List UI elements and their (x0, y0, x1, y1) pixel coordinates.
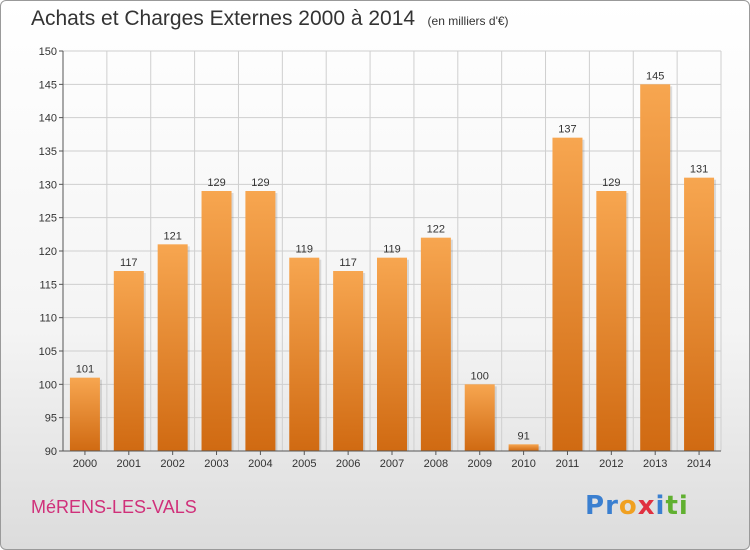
bar (245, 191, 276, 451)
bar (377, 257, 407, 451)
x-tick-label: 2000 (73, 458, 97, 470)
bar (684, 177, 715, 451)
x-tick-label: 2010 (511, 458, 535, 470)
data-label: 145 (646, 70, 664, 82)
x-tick-label: 2013 (643, 458, 667, 470)
x-tick-label: 2009 (467, 458, 491, 470)
x-tick-label: 2003 (204, 458, 228, 470)
bar (420, 237, 451, 451)
commune-name: MéRENS-LES-VALS (31, 497, 197, 517)
y-tick-label: 130 (39, 179, 57, 191)
logo-letter: x (637, 491, 656, 521)
data-label: 129 (207, 177, 225, 189)
data-label: 117 (339, 257, 357, 269)
bar (640, 84, 671, 451)
data-label: 91 (517, 430, 529, 442)
y-tick-label: 110 (39, 313, 57, 325)
x-tick-label: 2001 (117, 458, 141, 470)
y-tick-label: 100 (39, 379, 57, 391)
bar (157, 244, 188, 451)
logo-letter: i (678, 491, 689, 521)
data-label: 119 (383, 244, 401, 256)
data-label: 117 (120, 257, 138, 269)
x-tick-label: 2005 (292, 458, 316, 470)
y-tick-label: 150 (39, 46, 57, 58)
y-tick-label: 145 (39, 79, 57, 91)
y-tick-label: 140 (39, 113, 57, 125)
y-tick-label: 90 (45, 446, 57, 458)
bar (113, 271, 144, 451)
logo-letter: r (605, 491, 619, 521)
bar (596, 191, 627, 451)
logo-letter: i (655, 491, 666, 521)
data-label: 137 (558, 124, 576, 136)
chart-header: Achats et Charges Externes 2000 à 2014 (… (31, 7, 509, 31)
bars (69, 84, 717, 451)
bar (201, 191, 232, 451)
y-tick-label: 120 (39, 246, 57, 258)
data-label: 122 (427, 224, 445, 236)
data-label: 119 (295, 244, 313, 256)
x-tick-label: 2008 (424, 458, 448, 470)
bar (464, 384, 495, 451)
logo-letter: t (665, 491, 679, 521)
bar (552, 137, 583, 451)
chart-title: Achats et Charges Externes 2000 à 2014 (31, 7, 416, 30)
bar (333, 271, 364, 451)
bar (508, 444, 539, 451)
y-tick-label: 135 (39, 146, 57, 158)
bar (289, 257, 320, 451)
y-tick-label: 125 (39, 213, 57, 225)
proxiti-logo: Proxiti (585, 491, 689, 521)
data-label: 129 (251, 177, 269, 189)
x-tick-label: 2011 (556, 458, 580, 470)
axes: 90 95 100 105 110 115 120 125 130 135 140 145 150 101… (39, 46, 721, 470)
y-tick-label: 95 (45, 413, 57, 425)
y-tick-label: 105 (39, 346, 57, 358)
bar (69, 377, 100, 451)
data-label: 101 (76, 364, 94, 376)
x-tick-label: 2004 (248, 458, 272, 470)
x-tick-label: 2007 (380, 458, 404, 470)
x-tick-label: 2006 (336, 458, 360, 470)
x-tick-label: 2012 (599, 458, 623, 470)
logo-letter: o (618, 491, 638, 521)
data-label: 100 (471, 370, 489, 382)
x-tick-label: 2014 (687, 458, 711, 470)
data-label: 121 (163, 230, 181, 242)
data-label: 131 (690, 164, 708, 176)
x-tick-label: 2002 (160, 458, 184, 470)
y-tick-label: 115 (39, 279, 57, 291)
data-label: 129 (602, 177, 620, 189)
logo-letter: P (585, 491, 606, 521)
chart-unit: (en milliers d'€) (427, 14, 509, 28)
